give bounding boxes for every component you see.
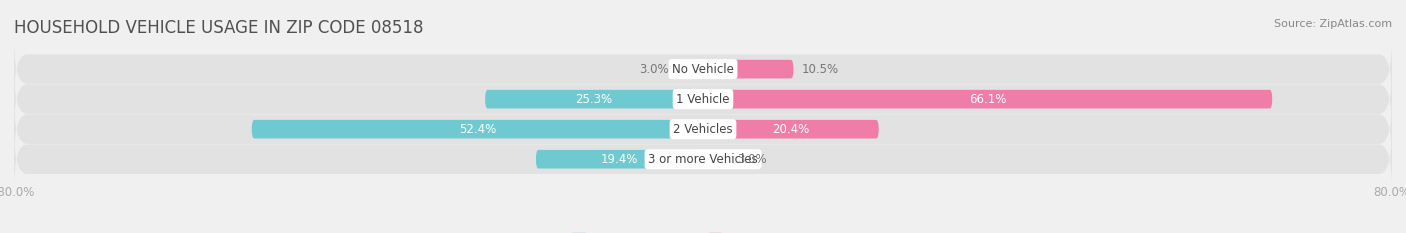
FancyBboxPatch shape bbox=[252, 120, 703, 138]
Text: No Vehicle: No Vehicle bbox=[672, 63, 734, 76]
FancyBboxPatch shape bbox=[485, 90, 703, 109]
Text: 25.3%: 25.3% bbox=[575, 93, 613, 106]
FancyBboxPatch shape bbox=[703, 120, 879, 138]
FancyBboxPatch shape bbox=[14, 129, 1392, 190]
Text: 20.4%: 20.4% bbox=[772, 123, 810, 136]
FancyBboxPatch shape bbox=[14, 39, 1392, 99]
FancyBboxPatch shape bbox=[14, 99, 1392, 160]
Text: 66.1%: 66.1% bbox=[969, 93, 1007, 106]
FancyBboxPatch shape bbox=[678, 60, 703, 79]
Text: 1 Vehicle: 1 Vehicle bbox=[676, 93, 730, 106]
Text: 2 Vehicles: 2 Vehicles bbox=[673, 123, 733, 136]
FancyBboxPatch shape bbox=[703, 60, 793, 79]
Text: 3.0%: 3.0% bbox=[638, 63, 669, 76]
FancyBboxPatch shape bbox=[703, 150, 728, 168]
Text: 3 or more Vehicles: 3 or more Vehicles bbox=[648, 153, 758, 166]
Text: 3.0%: 3.0% bbox=[738, 153, 768, 166]
Text: 19.4%: 19.4% bbox=[600, 153, 638, 166]
FancyBboxPatch shape bbox=[703, 90, 1272, 109]
Text: HOUSEHOLD VEHICLE USAGE IN ZIP CODE 08518: HOUSEHOLD VEHICLE USAGE IN ZIP CODE 0851… bbox=[14, 19, 423, 37]
Text: 52.4%: 52.4% bbox=[458, 123, 496, 136]
FancyBboxPatch shape bbox=[14, 69, 1392, 130]
Text: Source: ZipAtlas.com: Source: ZipAtlas.com bbox=[1274, 19, 1392, 29]
Text: 10.5%: 10.5% bbox=[801, 63, 839, 76]
FancyBboxPatch shape bbox=[536, 150, 703, 168]
